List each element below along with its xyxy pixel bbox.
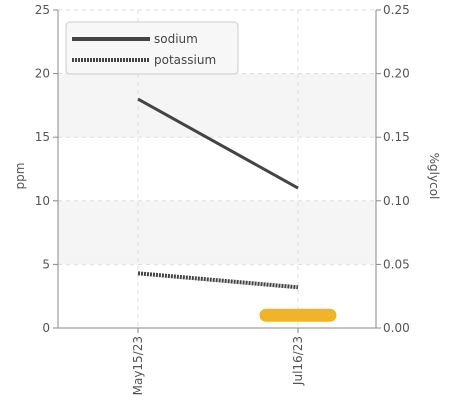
y-tick-label: 10 xyxy=(35,194,50,208)
legend: sodium potassium xyxy=(65,21,239,75)
y2-tick-label: 0.00 xyxy=(383,321,410,335)
series-sodium-line xyxy=(137,97,299,190)
y2-tick-label: 0.25 xyxy=(383,3,410,17)
y-axis-title: ppm xyxy=(13,163,27,190)
y2-tick-label: 0.20 xyxy=(383,67,410,81)
legend-label-potassium: potassium xyxy=(154,53,216,67)
y2-axis-title: %glycol xyxy=(427,153,441,200)
y-tick-label: 25 xyxy=(35,3,50,17)
background-bands xyxy=(58,73,376,265)
y2-tick-label: 0.05 xyxy=(383,257,410,271)
y-tick-label: 0 xyxy=(42,321,50,335)
y-tick-label: 5 xyxy=(42,257,50,271)
background-band xyxy=(58,73,376,138)
x-tick-label: May15/23 xyxy=(131,336,145,395)
axes xyxy=(53,9,381,333)
background-band xyxy=(58,200,376,265)
y2-tick-label: 0.10 xyxy=(383,194,410,208)
y-tick-label: 15 xyxy=(35,130,50,144)
legend-label-sodium: sodium xyxy=(154,32,198,46)
series-group xyxy=(137,97,337,322)
tick-labels: 0 5 10 15 20 25 0.00 0.05 0.10 0.15 0.20 0.25 May15/… xyxy=(35,3,410,395)
series-potassium-line xyxy=(137,271,299,290)
y-tick-label: 20 xyxy=(35,67,50,81)
y2-tick-label: 0.15 xyxy=(383,130,410,144)
x-tick-label: Jul16/23 xyxy=(291,336,305,386)
